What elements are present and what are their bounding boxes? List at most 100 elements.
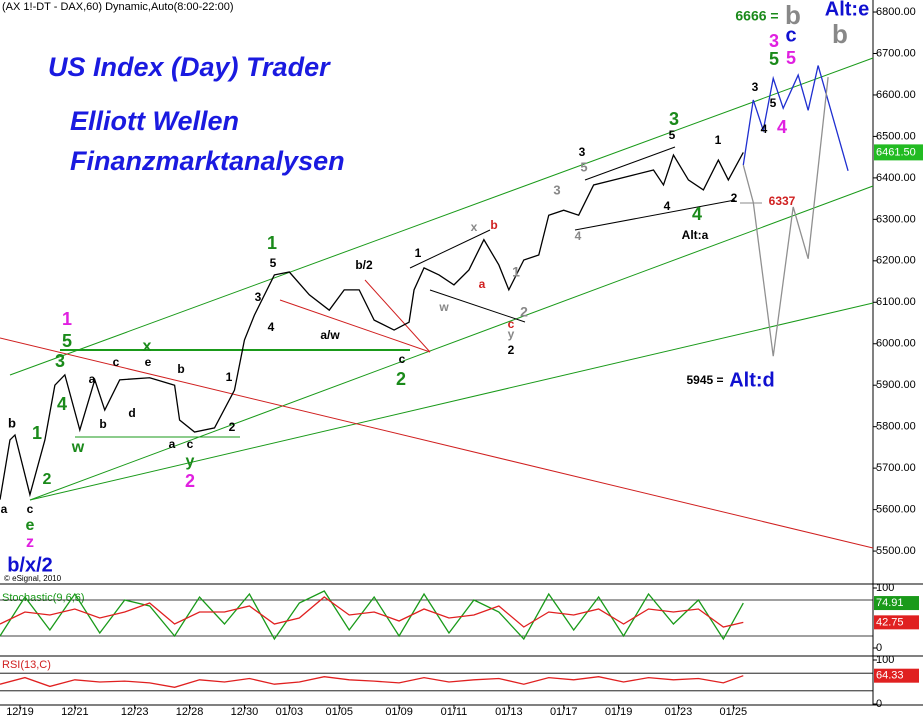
wave-label: 5: [769, 49, 779, 69]
series-line: [0, 590, 744, 641]
wave-label: 5: [62, 331, 72, 351]
y-tick-label: 5500.00: [876, 545, 916, 557]
wave-label: 1: [267, 233, 277, 253]
last-value-label: 74.91: [876, 597, 904, 609]
wave-label: 5945 =: [686, 373, 723, 387]
wave-label: 2: [396, 369, 406, 389]
wave-label: 5: [786, 48, 796, 68]
chart-title: (AX 1!-DT - DAX,60) Dynamic,Auto(8:00-22…: [2, 1, 234, 13]
wave-label: 2: [520, 304, 528, 320]
wave-label: c: [113, 355, 120, 369]
trend-line: [0, 337, 874, 549]
y-tick-label: 6800.00: [876, 6, 916, 18]
wave-label: 1: [226, 370, 233, 384]
wave-label: 4: [692, 204, 702, 224]
wedge-line: [279, 299, 431, 353]
series-line: [0, 596, 744, 628]
wave-label: c: [27, 502, 34, 516]
wave-label: b: [490, 218, 497, 232]
wave-label: 2: [43, 471, 52, 488]
price-tag-label: 6461.50: [876, 146, 916, 158]
wave-label: z: [26, 534, 34, 551]
wave-label: 1: [715, 133, 722, 147]
price-tag: [874, 144, 923, 161]
wave-label: Alt:d: [729, 369, 775, 391]
wave-label: 4: [575, 229, 582, 243]
wave-label: b: [8, 415, 16, 430]
wave-label: 3: [255, 290, 262, 304]
y-tick-label: 6100.00: [876, 296, 916, 308]
last-value-label: 64.33: [876, 670, 904, 682]
wave-label: Alt:a: [682, 228, 709, 242]
wave-label: 2: [185, 471, 195, 491]
x-tick-label: 12/21: [61, 706, 89, 718]
wave-label: a: [1, 502, 8, 516]
watermark: Finanzmarktanalysen: [70, 146, 345, 176]
series-line: [742, 65, 849, 172]
y-tick-label: 6000.00: [876, 338, 916, 350]
wave-label: 3: [769, 31, 779, 51]
wave-label: e: [145, 355, 152, 369]
wave-label: b: [785, 0, 801, 30]
wave-label: 4: [777, 117, 787, 137]
x-tick-label: 12/19: [6, 706, 34, 718]
x-tick-label: 01/09: [385, 706, 413, 718]
x-tick-label: 01/17: [550, 706, 578, 718]
channel-line: [29, 302, 874, 501]
wave-label: 3: [752, 80, 759, 94]
y-tick-label: 6200.00: [876, 255, 916, 267]
wave-label: a/w: [320, 328, 340, 342]
y-tick-label: 6300.00: [876, 213, 916, 225]
wave-label: 4: [57, 394, 67, 414]
wave-label: 4: [268, 320, 275, 334]
y-tick-label: 6600.00: [876, 89, 916, 101]
series-line: [0, 152, 744, 500]
wave-label: w: [71, 439, 85, 456]
wave-label: 1: [62, 309, 72, 329]
y-tick-label: 0: [876, 642, 882, 654]
series-line: [0, 675, 744, 688]
last-value-box: [874, 615, 919, 630]
panel-title: RSI(13,C): [2, 659, 51, 671]
wave-label: 6337: [769, 194, 796, 208]
watermark: Elliott Wellen: [70, 106, 239, 136]
wave-label: c: [187, 437, 194, 451]
x-tick-label: 01/19: [605, 706, 633, 718]
channel-line: [9, 57, 874, 376]
wedge-line: [574, 199, 736, 231]
wave-label: Alt:e: [825, 0, 869, 20]
wave-label: b/x/2: [7, 554, 53, 576]
wave-label: 1: [32, 423, 42, 443]
channel-line: [29, 185, 874, 501]
y-tick-label: 6400.00: [876, 172, 916, 184]
x-tick-label: 01/25: [720, 706, 748, 718]
wave-label: a: [479, 277, 486, 291]
wave-label: c: [399, 352, 406, 366]
wave-label: b/2: [355, 258, 373, 272]
y-tick-label: 100: [876, 582, 894, 594]
wave-label: 2: [508, 343, 515, 357]
wave-label: e: [26, 517, 35, 534]
source: © eSignal, 2010: [4, 574, 62, 583]
wave-label: 1: [512, 264, 520, 280]
watermark: US Index (Day) Trader: [48, 52, 331, 82]
wedge-line: [364, 279, 431, 353]
y-tick-label: 100: [876, 654, 894, 666]
wave-label: b: [832, 19, 848, 49]
y-tick-label: 5600.00: [876, 504, 916, 516]
wedge-line: [429, 289, 526, 323]
x-tick-label: 12/23: [121, 706, 149, 718]
x-tick-label: 01/03: [276, 706, 304, 718]
y-tick-label: 6700.00: [876, 47, 916, 59]
wave-label: d: [128, 406, 135, 420]
wave-label: c: [508, 317, 515, 331]
wave-label: 2: [731, 191, 738, 205]
wave-label: 1: [415, 246, 422, 260]
wave-label: 5: [669, 128, 676, 142]
wave-label: x: [471, 220, 478, 234]
y-tick-label: 0: [876, 698, 882, 710]
wave-label: a: [169, 437, 176, 451]
wave-label: w: [438, 300, 449, 314]
wave-label: b: [177, 362, 184, 376]
